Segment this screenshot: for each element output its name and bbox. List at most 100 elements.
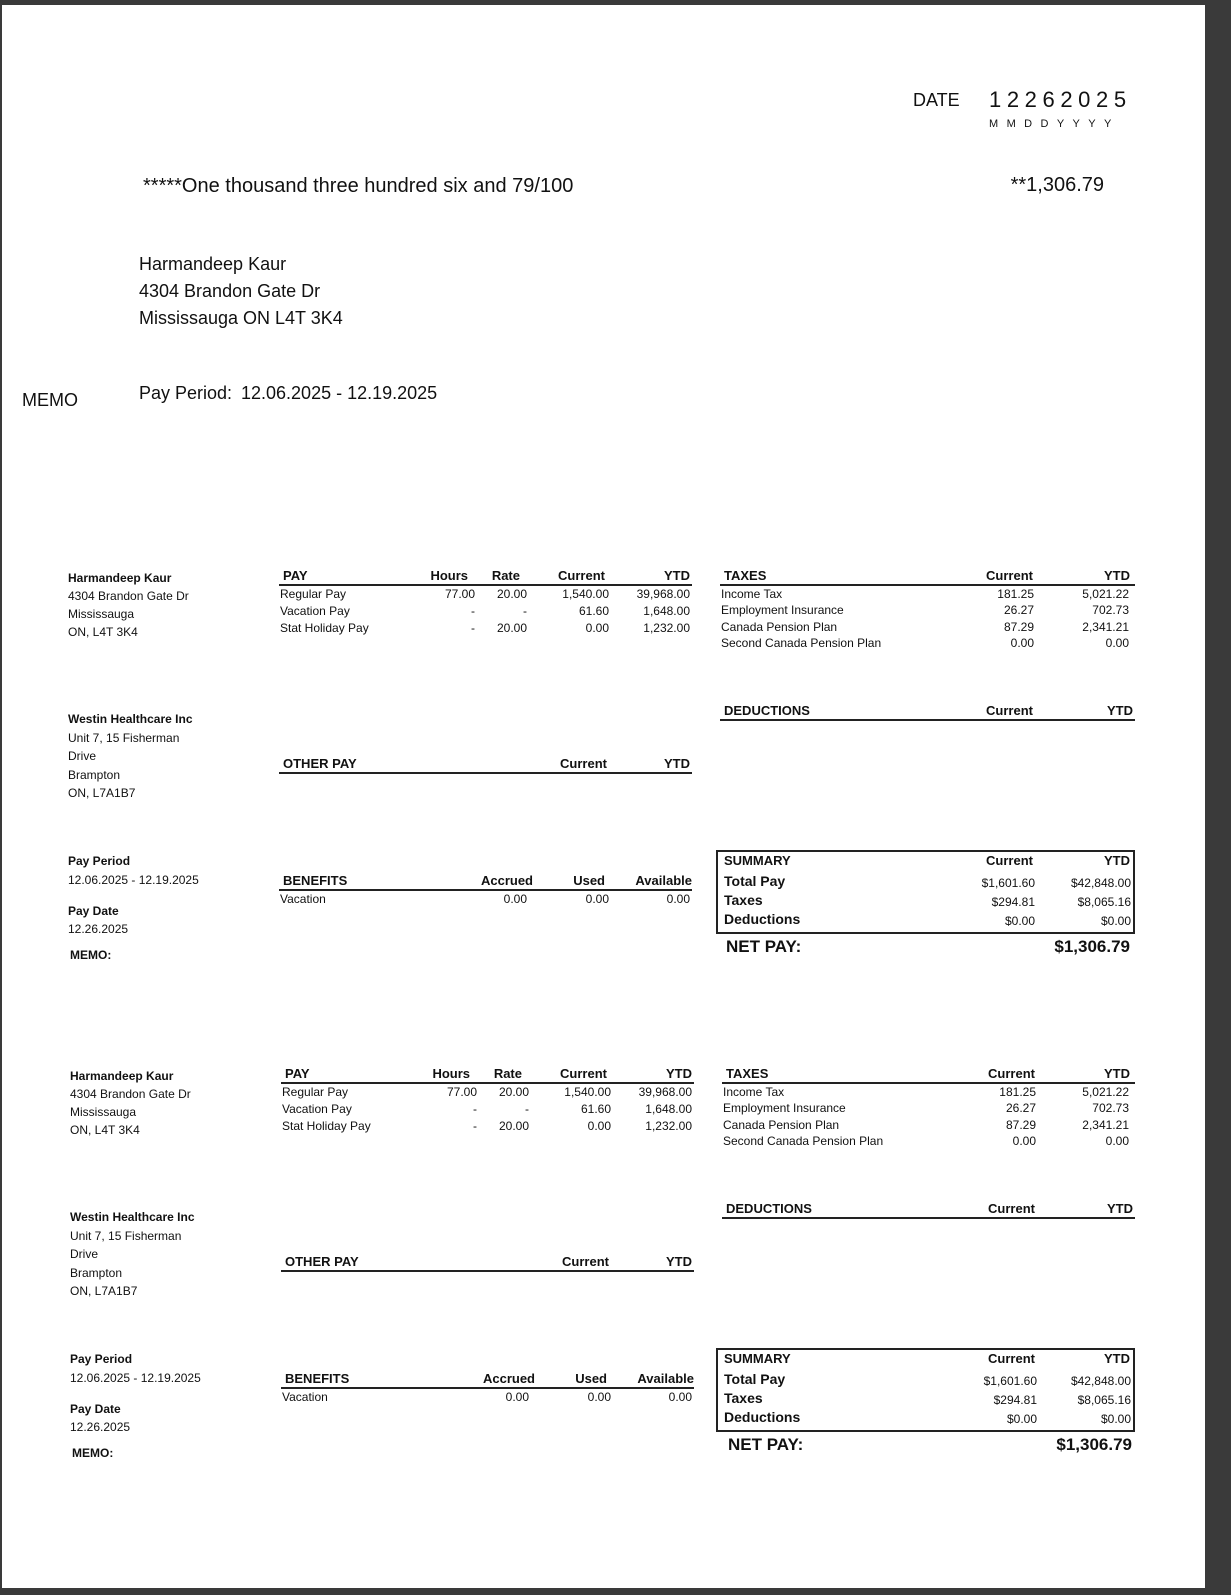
employee-line: ON, L4T 3K4 [70,1123,140,1137]
date-digits: 12262025 [989,87,1132,112]
row-value: 77.00 [444,587,475,601]
rule [722,1217,1135,1219]
summary-header: Current [988,1351,1035,1366]
employer-line: Drive [70,1247,99,1261]
table-header: PAY [285,1066,310,1081]
table-header: TAXES [726,1066,769,1081]
row-value: 26.27 [1005,1101,1036,1116]
rule [722,1082,1135,1084]
row-value: 61.60 [580,1101,611,1116]
row-value: 0.00 [668,1390,692,1404]
summary-value: $42,848.00 [1070,1374,1131,1388]
table-header: DEDUCTIONS [726,1201,812,1216]
net-pay: $1,306.79 [1056,1435,1132,1454]
rule [281,1082,694,1084]
payee-line: Harmandeep Kaur [139,254,287,274]
table-header: Current [560,756,607,771]
summary-header: SUMMARY [724,853,791,868]
summary-header: Current [986,853,1033,868]
row-value: 1,540.00 [564,1085,611,1099]
pay-date-label: Pay Date [68,904,119,918]
row-value: 5,021.22 [1082,587,1129,601]
row-value: 61.60 [578,603,609,618]
summary-value: $0.00 [1100,1412,1131,1426]
row-value: - [525,1101,529,1116]
summary-box [716,1348,1135,1432]
pay-date-label: Pay Date [70,1402,121,1416]
table-header: YTD [664,756,690,771]
pay-period-label: Pay Period [68,854,131,868]
pay-period-label: Pay Period: [139,383,233,403]
pay-date: 12.26.2025 [70,1420,131,1434]
row-label: Income Tax [723,1085,785,1099]
summary-value: $0.00 [1006,1412,1037,1426]
row-value: 0.00 [505,1390,529,1404]
date-label: DATE [913,90,960,110]
employee-line: Harmandeep Kaur [70,1069,174,1083]
row-value: 1,232.00 [645,1118,692,1133]
row-label: Canada Pension Plan [721,619,838,634]
summary-label: Deductions [724,1409,801,1425]
table-header: YTD [1107,703,1133,718]
employee-line: Harmandeep Kaur [68,571,172,585]
row-value: 87.29 [1003,619,1034,634]
employer-line: Brampton [68,767,121,782]
table-header: TAXES [724,568,767,583]
table-header: YTD [666,1254,692,1269]
employer-line: ON, L7A1B7 [70,1284,138,1298]
table-header: YTD [1104,1066,1130,1081]
row-value: 1,648.00 [645,1101,692,1116]
row-value: 2,341.21 [1082,619,1129,634]
amount-words: *****One thousand three hundred six and … [143,175,574,197]
row-label: Employment Insurance [723,1101,846,1116]
row-value: 702.73 [1092,603,1129,618]
row-value: 77.00 [446,1085,477,1099]
table-header: YTD [1107,1201,1133,1216]
table-header: Rate [493,1066,522,1081]
row-value: 0.00 [1105,635,1129,650]
rule [279,772,692,774]
table-header: YTD [666,1066,692,1081]
row-value: 1,648.00 [643,603,690,618]
row-label: Vacation Pay [280,603,350,618]
row-value: 0.00 [1105,1133,1129,1148]
net-pay-label: NET PAY: [726,937,802,956]
net-pay: $1,306.79 [1054,937,1130,956]
summary-value: $294.81 [991,895,1035,909]
memo-label: MEMO: [72,1446,114,1460]
table-header: OTHER PAY [285,1254,359,1269]
row-value: 0.00 [585,620,609,635]
summary-value: $0.00 [1004,914,1035,928]
table-header: Rate [491,568,520,583]
table-header: YTD [1104,568,1130,583]
table-header: Used [573,873,605,888]
pay-period-label: Pay Period [70,1352,133,1366]
row-label: Regular Pay [280,587,347,601]
row-label: Canada Pension Plan [723,1117,840,1132]
row-label: Vacation [282,1390,328,1404]
employer-line: Unit 7, 15 Fisherman [70,1228,182,1243]
employee-line: 4304 Brandon Gate Dr [68,589,189,603]
row-label: Regular Pay [282,1085,349,1099]
table-header: OTHER PAY [283,756,357,771]
pay-period: 12.06.2025 - 12.19.2025 [241,383,438,403]
rule [279,889,692,891]
row-value: 0.00 [1012,1133,1036,1148]
pay-period: 12.06.2025 - 12.19.2025 [70,1371,201,1385]
row-value: 20.00 [498,1085,529,1099]
row-value: 1,540.00 [562,587,609,601]
row-value: - [471,620,475,635]
summary-label: Total Pay [724,1371,786,1387]
row-value: 5,021.22 [1082,1085,1129,1099]
row-value: 20.00 [496,587,527,601]
row-value: 39,968.00 [636,587,690,601]
summary-value: $8,065.16 [1077,1393,1131,1407]
table-header: Available [637,1371,694,1386]
employee-line: Mississauga [70,1105,137,1119]
summary-value: $1,601.60 [981,876,1035,890]
employer-line: Brampton [70,1265,123,1280]
row-value: 0.00 [587,1118,611,1133]
row-value: - [471,603,475,618]
payee-line: Mississauga ON L4T 3K4 [139,308,343,328]
table-header: Current [562,1254,609,1269]
